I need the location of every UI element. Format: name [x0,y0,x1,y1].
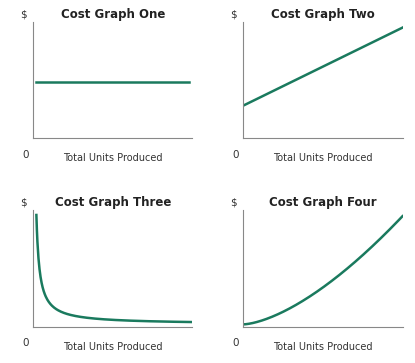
Text: 0: 0 [22,150,29,160]
Text: $: $ [20,9,27,20]
Text: 0: 0 [232,150,239,160]
Text: $: $ [230,198,237,208]
Text: 0: 0 [22,338,29,348]
Text: Total Units Produced: Total Units Produced [63,342,163,352]
Text: $: $ [230,9,237,20]
Title: Cost Graph Three: Cost Graph Three [55,196,171,209]
Text: Total Units Produced: Total Units Produced [273,342,373,352]
Title: Cost Graph Four: Cost Graph Four [269,196,377,209]
Text: $: $ [20,198,27,208]
Text: 0: 0 [232,338,239,348]
Title: Cost Graph One: Cost Graph One [61,8,165,21]
Text: Total Units Produced: Total Units Produced [273,153,373,163]
Title: Cost Graph Two: Cost Graph Two [271,8,375,21]
Text: Total Units Produced: Total Units Produced [63,153,163,163]
